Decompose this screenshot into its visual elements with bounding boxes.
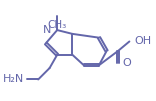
- Text: O: O: [123, 58, 132, 68]
- Text: N: N: [43, 25, 51, 35]
- Text: CH₃: CH₃: [48, 20, 67, 30]
- Text: H₂N: H₂N: [3, 74, 24, 84]
- Text: OH: OH: [134, 36, 151, 46]
